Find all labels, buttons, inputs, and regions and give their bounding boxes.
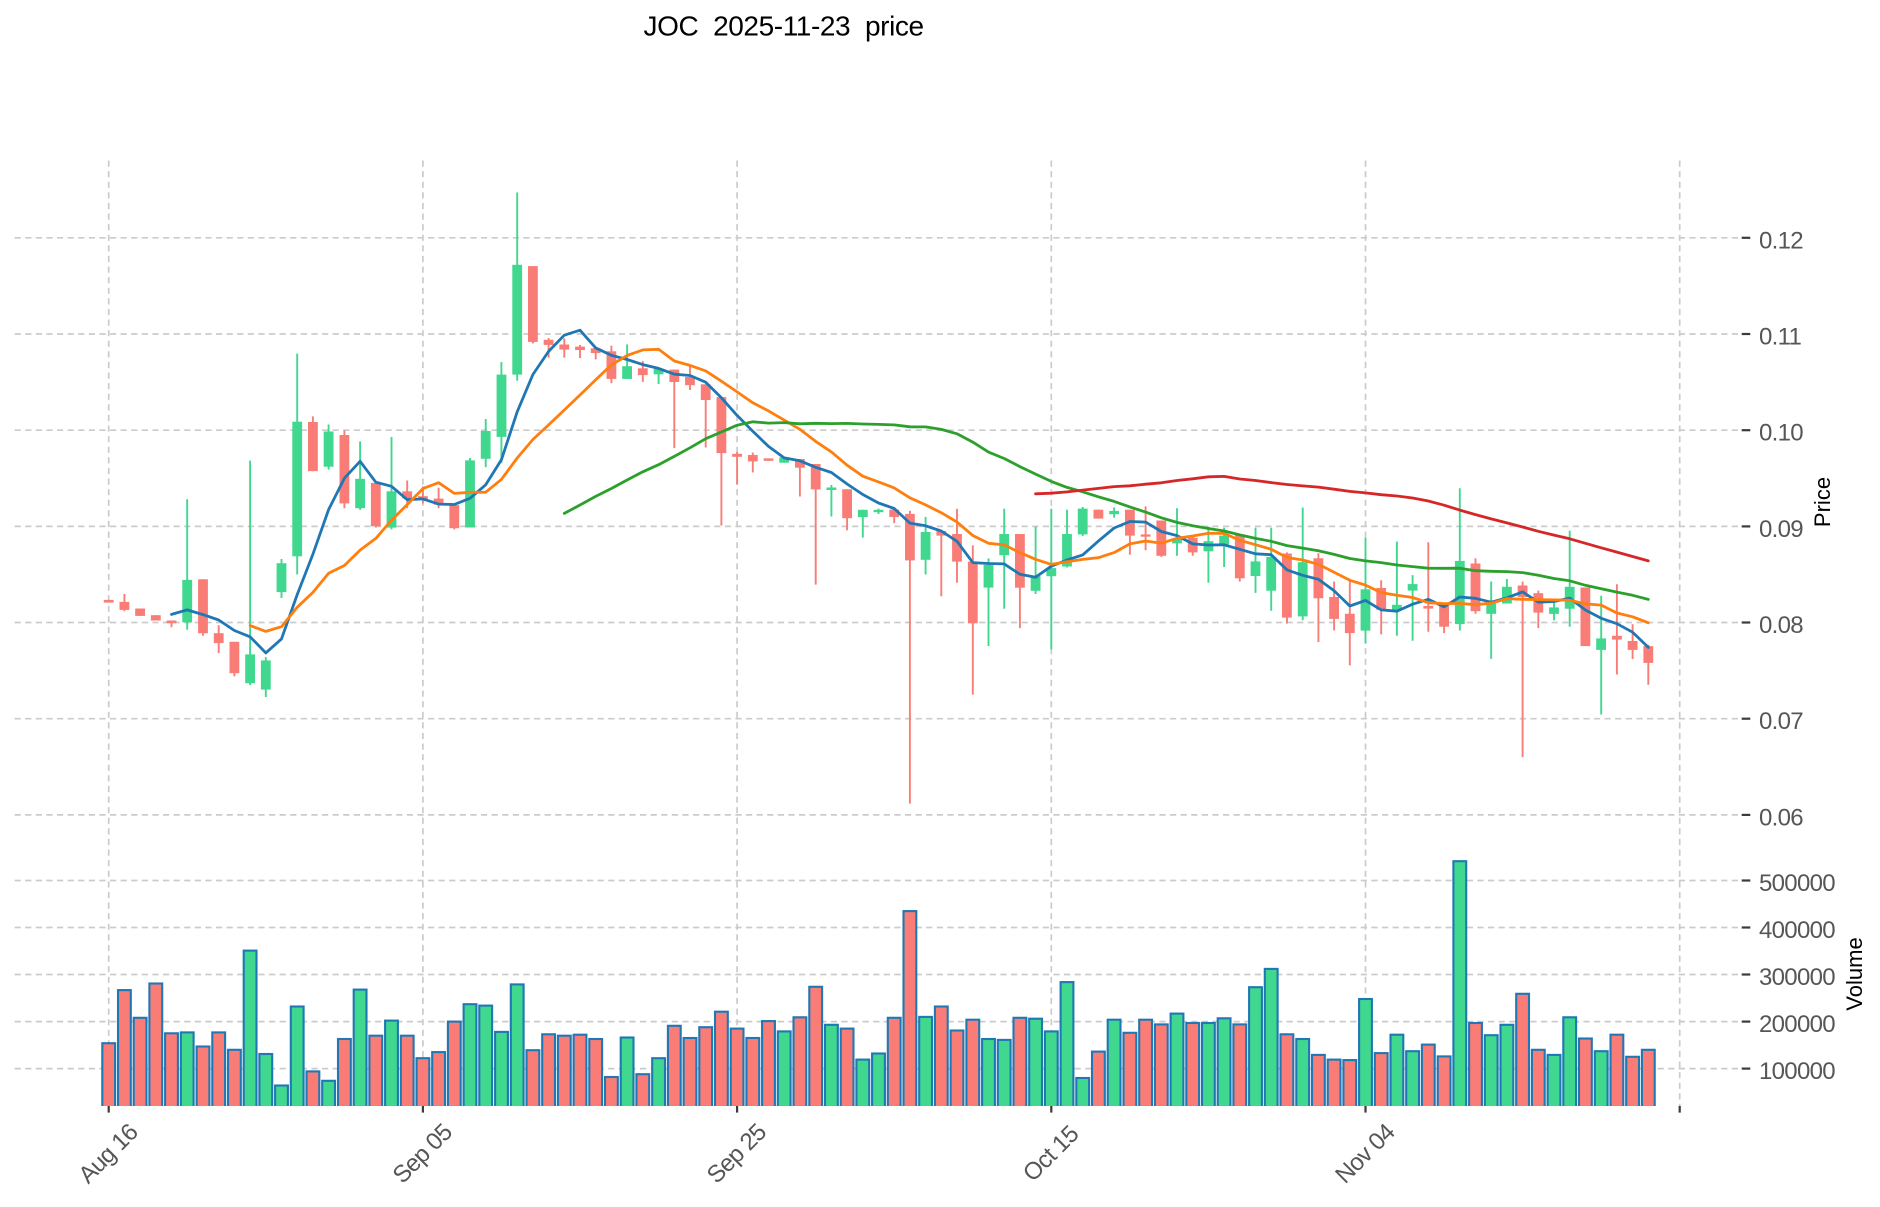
svg-text:JOC 2025-11-23 price: JOC 2025-11-23 price: [644, 11, 924, 42]
svg-text:0.09: 0.09: [1759, 516, 1803, 543]
svg-text:0.06: 0.06: [1759, 804, 1803, 831]
svg-text:Price: Price: [1810, 477, 1835, 527]
svg-text:0.12: 0.12: [1759, 227, 1803, 254]
svg-text:0.07: 0.07: [1759, 708, 1803, 735]
svg-text:300000: 300000: [1759, 964, 1835, 991]
svg-text:400000: 400000: [1759, 917, 1835, 944]
svg-text:100000: 100000: [1759, 1058, 1835, 1085]
svg-text:200000: 200000: [1759, 1011, 1835, 1038]
svg-text:Volume: Volume: [1842, 937, 1867, 1010]
svg-text:0.11: 0.11: [1759, 324, 1801, 351]
svg-text:0.10: 0.10: [1759, 420, 1803, 447]
svg-text:0.08: 0.08: [1759, 612, 1803, 639]
svg-text:500000: 500000: [1759, 870, 1835, 897]
